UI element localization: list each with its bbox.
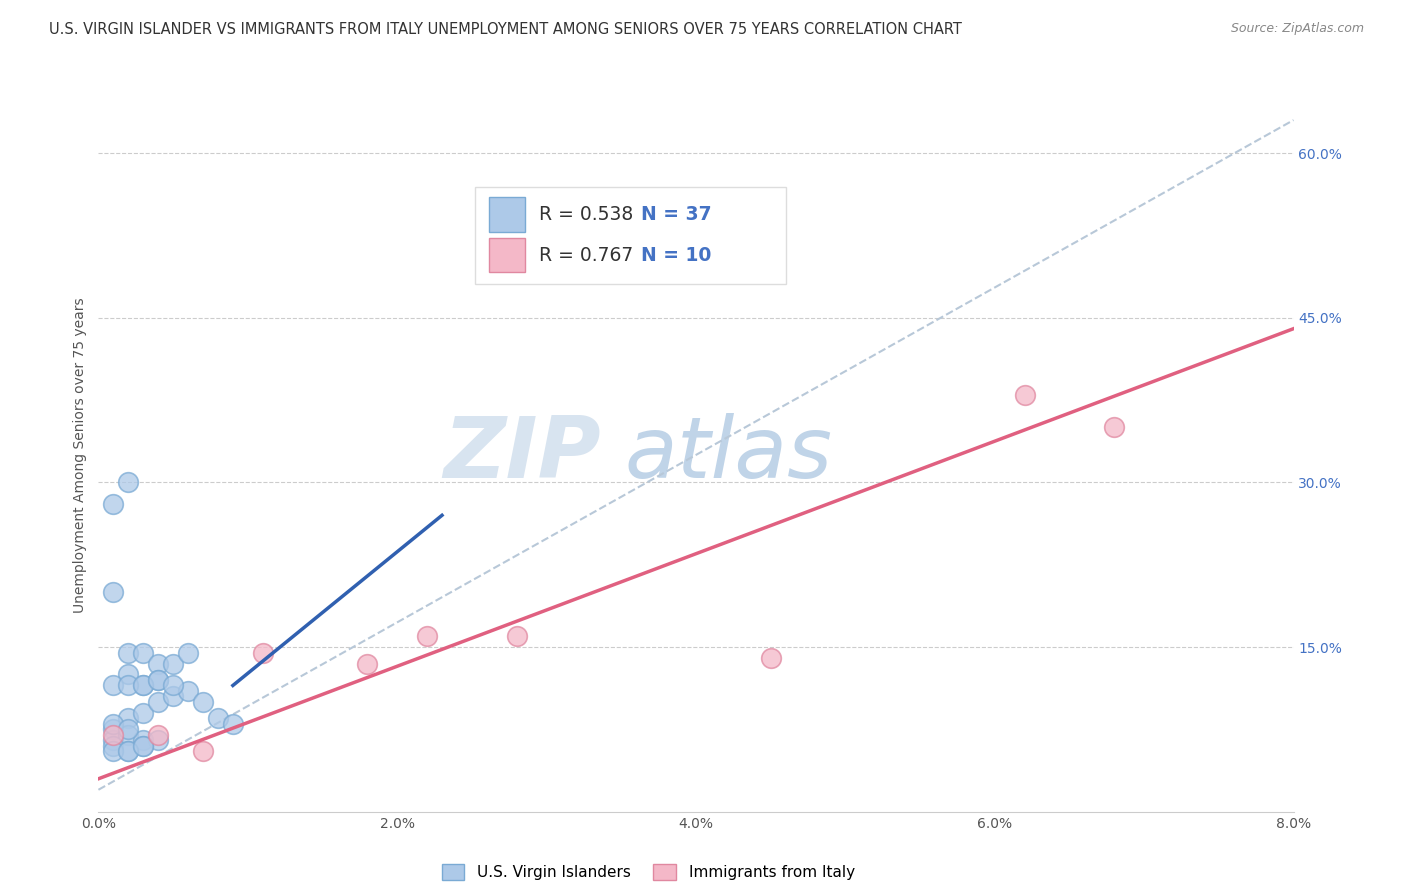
Point (148, 673, 170, 687)
Point (103, 733, 125, 747)
Point (148, 673, 170, 687)
Point (132, 733, 155, 747)
Point (1102, 420, 1125, 434)
Point (132, 678, 155, 692)
Point (162, 657, 184, 671)
Text: R = 0.538: R = 0.538 (540, 205, 634, 224)
Bar (489, 197, 524, 232)
Point (1014, 387, 1036, 401)
Point (148, 728, 170, 742)
Text: ZIP: ZIP (443, 413, 600, 497)
Point (207, 711, 229, 725)
Point (103, 497, 125, 511)
Point (117, 723, 139, 737)
Text: Source: ZipAtlas.com: Source: ZipAtlas.com (1230, 22, 1364, 36)
Point (117, 711, 139, 725)
Text: atlas: atlas (624, 413, 832, 497)
Point (222, 717, 245, 731)
Legend: U.S. Virgin Islanders, Immigrants from Italy: U.S. Virgin Islanders, Immigrants from I… (436, 858, 860, 886)
Point (103, 744, 125, 758)
Point (132, 739, 155, 753)
Point (117, 646, 139, 660)
Point (162, 690, 184, 704)
Point (103, 723, 125, 737)
Text: N = 37: N = 37 (641, 205, 711, 224)
Text: N = 10: N = 10 (641, 245, 711, 265)
Point (416, 629, 439, 643)
FancyBboxPatch shape (475, 187, 786, 284)
Point (191, 744, 214, 758)
Point (252, 646, 274, 660)
Point (103, 717, 125, 731)
Y-axis label: Unemployment Among Seniors over 75 years: Unemployment Among Seniors over 75 years (73, 297, 87, 613)
Point (117, 728, 139, 742)
Point (506, 629, 529, 643)
Text: R = 0.767: R = 0.767 (540, 245, 634, 265)
Point (117, 744, 139, 758)
Bar (489, 238, 524, 272)
Point (177, 646, 200, 660)
Point (103, 728, 125, 742)
Point (162, 678, 184, 692)
Point (132, 706, 155, 720)
Point (177, 684, 200, 698)
Point (356, 657, 378, 671)
Point (132, 678, 155, 692)
Point (117, 475, 139, 490)
Point (103, 678, 125, 692)
Point (117, 678, 139, 692)
Point (103, 739, 125, 753)
Point (103, 585, 125, 599)
Point (148, 695, 170, 709)
Point (759, 651, 782, 665)
Point (148, 733, 170, 747)
Point (117, 744, 139, 758)
Point (117, 667, 139, 681)
Point (148, 657, 170, 671)
Point (132, 739, 155, 753)
Text: U.S. VIRGIN ISLANDER VS IMMIGRANTS FROM ITALY UNEMPLOYMENT AMONG SENIORS OVER 75: U.S. VIRGIN ISLANDER VS IMMIGRANTS FROM … (49, 22, 962, 37)
Point (191, 695, 214, 709)
Point (132, 646, 155, 660)
